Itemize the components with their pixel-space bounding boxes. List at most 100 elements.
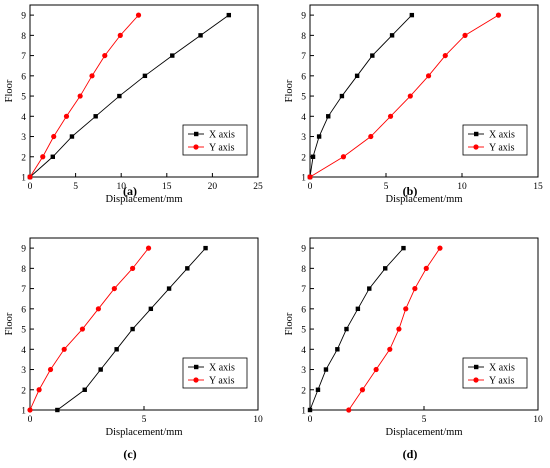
- plot-frame: [309, 4, 539, 178]
- data-point-square: [98, 367, 103, 372]
- data-point-square: [326, 114, 331, 119]
- data-point-circle: [403, 306, 409, 312]
- y-tick-label: 1: [301, 407, 306, 417]
- legend-box: [462, 124, 528, 156]
- data-point-square: [355, 306, 361, 312]
- legend-marker-circle: [193, 144, 199, 150]
- data-point-square: [344, 326, 349, 332]
- y-tick-label: 8: [21, 32, 26, 42]
- y-tick-label: 8: [21, 265, 26, 275]
- x-tick-label: 10: [116, 182, 126, 192]
- y-tick-label: 7: [21, 52, 26, 62]
- panel-caption: (c): [123, 447, 136, 461]
- legend-label: X axis: [209, 130, 235, 141]
- legend-marker-circle: [473, 144, 479, 150]
- data-point-circle: [77, 93, 83, 99]
- legend-box: [182, 124, 248, 156]
- legend-marker-square: [474, 364, 479, 370]
- y-tick-label: 5: [21, 93, 26, 103]
- y-axis-label: Floor: [4, 312, 15, 335]
- data-point-circle: [79, 326, 86, 332]
- y-tick-label: 9: [301, 12, 306, 22]
- data-point-circle: [340, 154, 347, 160]
- y-tick-label: 7: [301, 285, 306, 295]
- x-tick-label: 10: [457, 182, 467, 192]
- data-point-square: [55, 407, 60, 413]
- y-tick-label: 9: [301, 245, 306, 255]
- data-point-circle: [437, 245, 443, 251]
- y-tick-label: 2: [21, 153, 26, 163]
- series-line-x-axis: [309, 247, 404, 411]
- data-point-square: [114, 347, 119, 352]
- y-tick-label: 3: [301, 366, 306, 376]
- data-point-circle: [359, 387, 366, 393]
- legend-marker-square: [194, 131, 199, 137]
- y-axis-label: Floor: [284, 312, 295, 335]
- y-tick-label: 3: [301, 133, 306, 143]
- data-point-circle: [425, 73, 432, 79]
- data-point-circle: [387, 346, 393, 352]
- x-tick-label: 10: [533, 415, 543, 425]
- legend-label: Y axis: [489, 376, 515, 387]
- y-tick-label: 6: [21, 72, 26, 82]
- data-point-square: [323, 367, 329, 372]
- legend-marker-square: [474, 131, 479, 137]
- y-tick-label: 1: [301, 174, 306, 184]
- data-point-square: [367, 286, 372, 291]
- y-tick-label: 6: [301, 305, 306, 315]
- legend-label: X axis: [489, 130, 515, 141]
- legend-label: X axis: [489, 363, 515, 374]
- data-point-square: [389, 33, 395, 38]
- legend-marker-circle: [193, 377, 199, 383]
- x-tick-label: 5: [142, 415, 147, 425]
- x-tick-label: 5: [384, 182, 389, 192]
- data-point-circle: [396, 326, 402, 332]
- data-point-square: [170, 53, 175, 58]
- data-point-circle: [47, 366, 54, 373]
- panel-caption: (b): [403, 184, 418, 198]
- data-point-circle: [40, 154, 46, 160]
- x-tick-label: 10: [253, 415, 263, 425]
- y-tick-label: 1: [21, 174, 26, 184]
- data-point-circle: [423, 265, 429, 271]
- y-tick-label: 8: [301, 32, 306, 42]
- panel-c: 0 5 10 1 2 3 4 5 6 7 8 9 Displacement/mm Floor X axis Y…: [4, 237, 263, 461]
- y-axis-label: Floor: [284, 79, 295, 102]
- data-point-circle: [102, 52, 108, 59]
- data-point-square: [82, 387, 87, 392]
- x-tick-label: 0: [28, 182, 33, 192]
- x-tick-label: 5: [422, 415, 427, 425]
- x-tick-label: 15: [533, 182, 543, 192]
- y-tick-label: 2: [21, 386, 26, 396]
- data-point-circle: [387, 113, 394, 119]
- legend-label: Y axis: [489, 143, 515, 154]
- y-tick-label: 9: [21, 12, 26, 22]
- y-tick-label: 3: [21, 133, 26, 143]
- data-point-circle: [130, 265, 136, 271]
- data-point-circle: [89, 73, 95, 79]
- x-tick-label: 0: [308, 182, 313, 192]
- y-tick-label: 7: [21, 285, 26, 295]
- legend-label: Y axis: [209, 376, 235, 387]
- legend-box: [462, 357, 528, 389]
- data-point-circle: [135, 12, 142, 18]
- data-point-square: [130, 326, 135, 332]
- x-axis-label: Displacement/mm: [386, 427, 463, 438]
- y-tick-label: 4: [301, 346, 306, 356]
- data-point-square: [383, 266, 388, 271]
- y-tick-label: 5: [301, 326, 306, 336]
- data-point-circle: [307, 174, 313, 180]
- y-tick-label: 6: [21, 305, 26, 315]
- data-point-circle: [111, 285, 117, 292]
- data-point-circle: [442, 52, 448, 59]
- x-tick-label: 25: [253, 182, 263, 192]
- data-point-square: [335, 347, 340, 352]
- data-point-circle: [412, 285, 418, 292]
- data-point-square: [69, 134, 75, 139]
- data-point-circle: [63, 113, 70, 119]
- plot-frame: [29, 4, 259, 178]
- x-tick-label: 15: [162, 182, 172, 192]
- data-point-square: [370, 53, 375, 58]
- x-tick-label: 20: [208, 182, 218, 192]
